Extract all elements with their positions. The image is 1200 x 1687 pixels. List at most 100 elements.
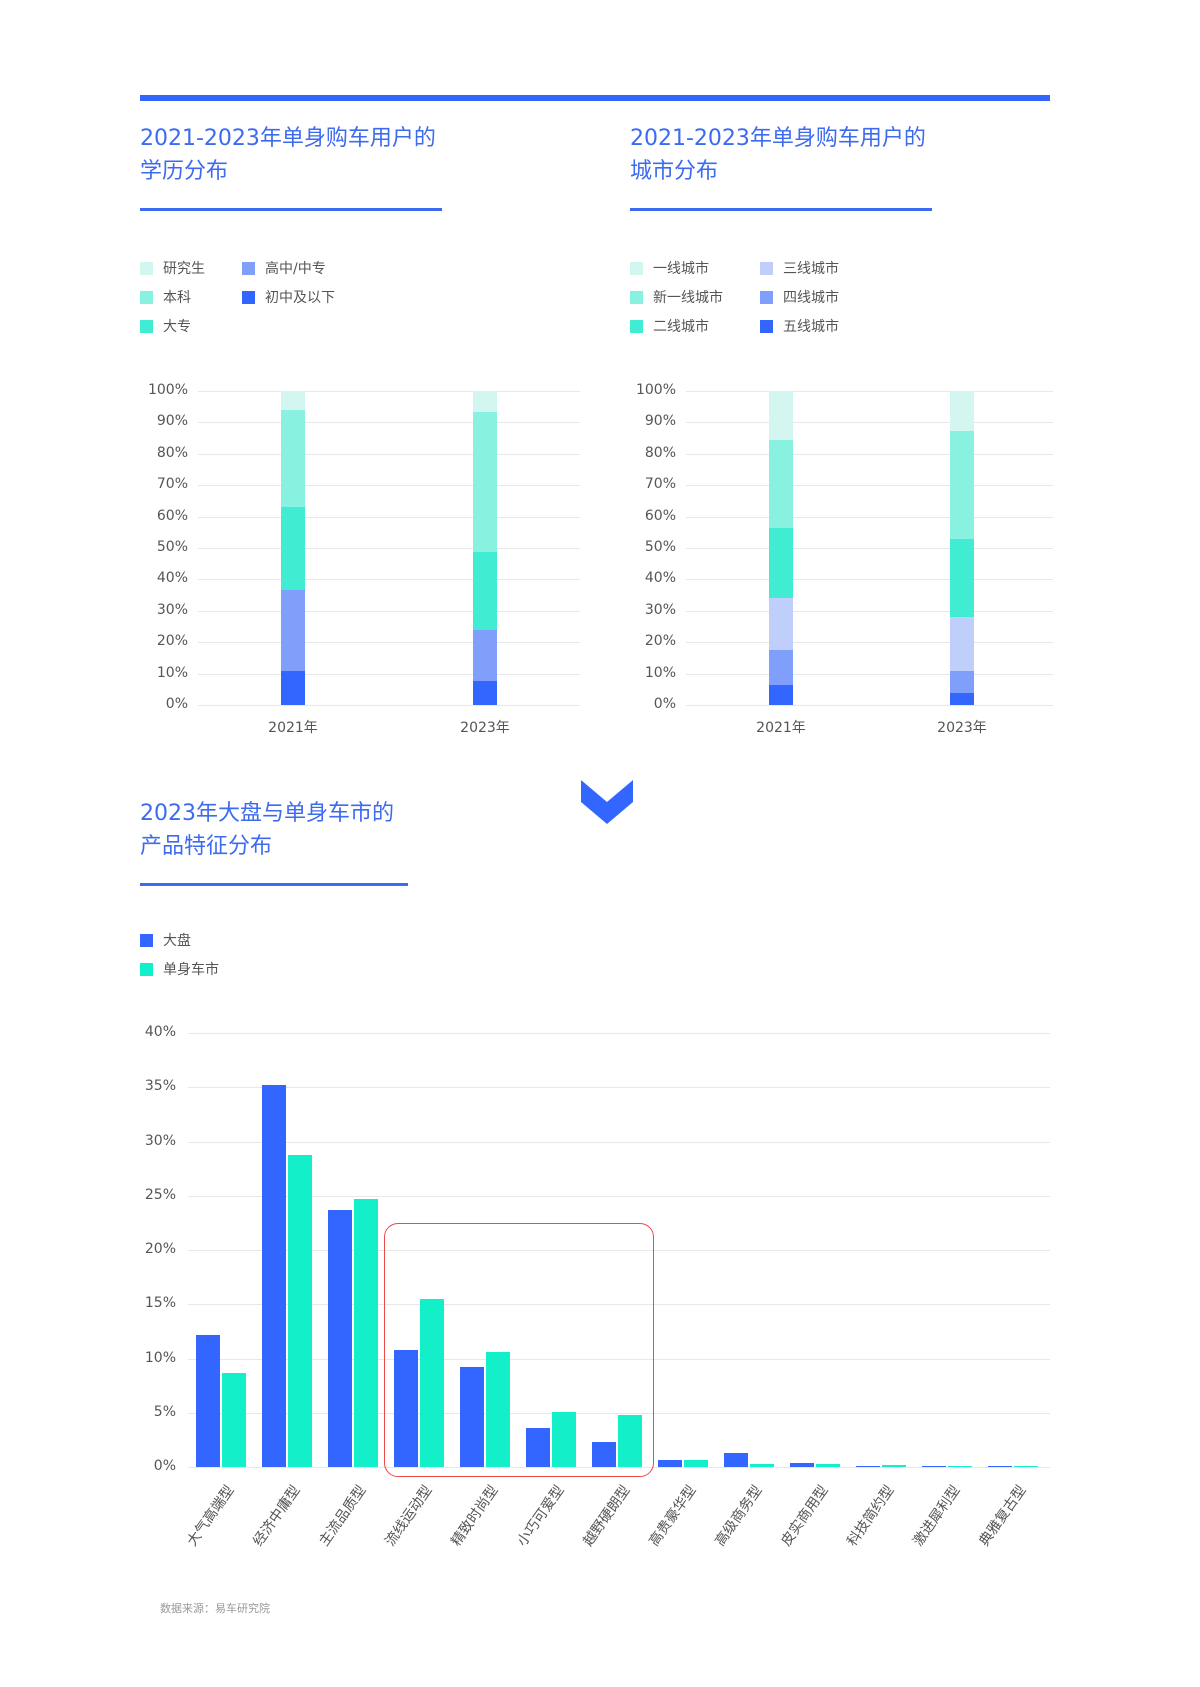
y-tick-label: 90% <box>644 413 676 430</box>
bar-segment <box>473 629 497 681</box>
product-chart-title: 2023年大盘与单身车市的 产品特征分布 <box>140 797 394 863</box>
bar <box>724 1452 748 1467</box>
city-chart-title: 2021-2023年单身购车用户的 城市分布 <box>630 122 926 188</box>
gridline <box>686 673 1053 675</box>
gridline <box>188 1412 1050 1414</box>
bar <box>856 1465 880 1467</box>
education-chart-title: 2021-2023年单身购车用户的 学历分布 <box>140 122 436 188</box>
title-underline <box>140 208 442 211</box>
legend-label: 大专 <box>163 319 191 335</box>
bar <box>552 1411 576 1467</box>
gridline <box>686 642 1053 644</box>
y-tick-label: 20% <box>644 633 676 650</box>
bar-segment <box>769 391 793 440</box>
legend-item: 大专 <box>140 316 191 336</box>
product-grouped-bar-chart: 40% 35% 30% 25% 20% 15% 10% 5% 0% 大气高端型 经济中庸型 主流品质型… <box>130 1005 1050 1605</box>
gridline <box>188 1250 1050 1251</box>
legend-item: 单身车市 <box>140 959 219 979</box>
bar <box>1014 1465 1038 1467</box>
gridline <box>198 610 580 612</box>
y-tick-label: 70% <box>644 476 676 493</box>
legend-label: 一线城市 <box>653 261 709 277</box>
legend-swatch <box>140 319 153 333</box>
title-line-2: 学历分布 <box>140 159 229 184</box>
gridline <box>686 453 1053 455</box>
stacked-bar <box>281 391 305 705</box>
data-source-note: 数据来源：易车研究院 <box>160 1602 270 1615</box>
gridline <box>198 548 580 549</box>
legend-swatch <box>140 962 153 976</box>
bar-segment <box>950 391 974 431</box>
gridline <box>686 705 1053 706</box>
legend-item: 本科 <box>140 287 191 307</box>
legend-label: 二线城市 <box>653 319 709 335</box>
legend-item: 大盘 <box>140 930 191 950</box>
y-tick-label: 60% <box>644 507 676 524</box>
highlight-box <box>384 1223 654 1477</box>
legend-label: 五线城市 <box>783 319 839 335</box>
y-tick-label: 35% <box>144 1078 176 1095</box>
legend-swatch <box>630 261 643 275</box>
legend-swatch <box>242 290 255 304</box>
y-tick-label: 15% <box>144 1295 176 1312</box>
legend-swatch <box>760 319 773 333</box>
legend-item: 高中/中专 <box>242 258 326 278</box>
legend-item: 研究生 <box>140 258 205 278</box>
stacked-bar <box>473 391 497 705</box>
bar-segment <box>473 391 497 413</box>
y-tick-label: 10% <box>156 664 188 681</box>
legend-label: 初中及以下 <box>265 290 335 306</box>
bar <box>486 1351 510 1467</box>
y-tick-label: 10% <box>644 664 676 681</box>
gridline <box>188 1087 1050 1089</box>
legend-item: 新一线城市 <box>630 287 723 307</box>
y-tick-label: 40% <box>144 1024 176 1040</box>
legend-item: 四线城市 <box>760 287 839 307</box>
bar <box>222 1372 246 1467</box>
stacked-bar <box>769 391 793 705</box>
education-stacked-chart: 100% 90% 80% 70% 60% 50% 40% 30% 20% 10% 0% 2021年 20… <box>140 380 580 740</box>
x-tick-label: 2023年 <box>937 720 987 736</box>
y-tick-label: 80% <box>644 444 676 461</box>
bar <box>354 1199 378 1467</box>
bar <box>988 1466 1012 1467</box>
bar-segment <box>281 671 305 705</box>
gridline <box>198 673 580 675</box>
y-tick-label: 90% <box>156 413 188 430</box>
bar <box>816 1463 840 1467</box>
legend-swatch <box>140 290 153 304</box>
bar <box>262 1085 286 1467</box>
bar <box>618 1414 642 1467</box>
legend-swatch <box>242 261 255 275</box>
bar-segment <box>769 684 793 705</box>
gridline <box>188 1467 1050 1468</box>
legend-label: 四线城市 <box>783 290 839 306</box>
bar <box>592 1442 616 1467</box>
title-line-1: 2021-2023年单身购车用户的 <box>630 126 926 151</box>
bar-segment <box>281 409 305 507</box>
gridline <box>686 548 1053 549</box>
gridline <box>198 642 580 644</box>
legend-item: 五线城市 <box>760 316 839 336</box>
y-tick-label: 30% <box>644 601 676 618</box>
y-tick-label: 40% <box>156 570 188 587</box>
legend-swatch <box>140 261 153 275</box>
y-tick-label: 20% <box>144 1241 176 1257</box>
bar <box>420 1298 444 1467</box>
y-tick-label: 100% <box>147 382 188 398</box>
bar-segment <box>950 430 974 539</box>
education-legend: 研究生本科大专 高中/中专初中及以下 <box>140 258 440 348</box>
bar-segment <box>281 590 305 672</box>
bar-segment <box>281 506 305 591</box>
legend-item: 二线城市 <box>630 316 709 336</box>
bar-segment <box>950 670 974 694</box>
gridline <box>198 391 580 392</box>
bar-segment <box>473 552 497 630</box>
x-tick-label: 2023年 <box>460 720 510 736</box>
y-tick-label: 50% <box>644 539 676 555</box>
gridline <box>188 1033 1050 1034</box>
y-tick-label: 0% <box>153 1458 176 1474</box>
city-legend: 一线城市 新一线城市 二线城市 三线城市 四线城市 五线城市 <box>630 258 930 348</box>
bar <box>288 1154 312 1467</box>
legend-label: 大盘 <box>163 933 191 949</box>
